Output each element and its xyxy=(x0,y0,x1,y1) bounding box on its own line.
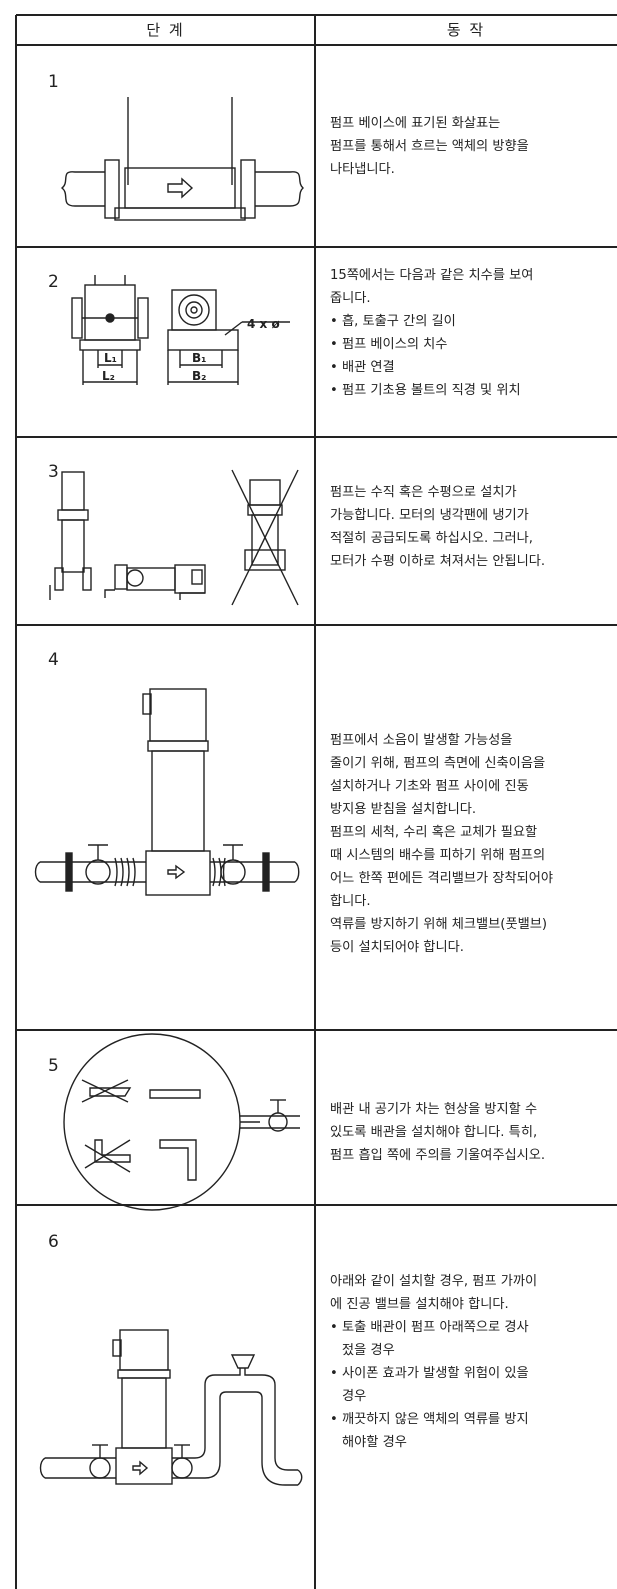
text-line: 펌프에서 소음이 발생할 가능성을 xyxy=(330,733,513,748)
text-line: 펌프의 세척, 수리 혹은 교체가 필요할 xyxy=(330,825,538,840)
step-number: 5 xyxy=(48,1056,59,1076)
text-line: 줄이기 위해, 펌프의 측면에 신축이음을 xyxy=(330,756,546,771)
step-number: 3 xyxy=(48,462,59,482)
text-line: 에 진공 밸브를 설치해야 합니다. xyxy=(330,1297,509,1312)
text-line: 설치하거나 기초와 펌프 사이에 진동 xyxy=(330,779,529,794)
figure-3 xyxy=(49,469,299,606)
text-line: 펌프는 수직 혹은 수평으로 설치가 xyxy=(330,485,517,500)
text-line: 15쪽에서는 다음과 같은 치수를 보여 xyxy=(330,268,534,283)
text-line: 펌프 흡입 쪽에 주의를 기울여주십시오. xyxy=(330,1148,546,1163)
step-number: 6 xyxy=(48,1232,59,1252)
text-line: 가능합니다. 모터의 냉각팬에 냉기가 xyxy=(330,508,529,523)
step-number: 4 xyxy=(48,650,59,670)
text-line: • 깨끗하지 않은 액체의 역류를 방지 xyxy=(330,1412,529,1427)
text-line: 펌프 베이스에 표기된 화살표는 xyxy=(330,116,501,131)
figure-1 xyxy=(60,97,305,221)
figure-2 xyxy=(71,275,290,385)
text-line: • 흡, 토출구 간의 길이 xyxy=(330,314,456,329)
text-line: 아래와 같이 설치할 경우, 펌프 가까이 xyxy=(330,1274,538,1289)
text-line: 있도록 배관을 설치해야 합니다. 특히, xyxy=(330,1125,538,1140)
step-number: 2 xyxy=(48,272,59,292)
text-line: 합니다. xyxy=(330,894,371,909)
figure-4 xyxy=(34,688,300,896)
header-cell: 단 계 xyxy=(146,21,185,39)
text-line: • 펌프 베이스의 치수 xyxy=(330,337,448,352)
figure-5 xyxy=(63,1033,300,1211)
figure-6 xyxy=(39,1329,303,1486)
text-line: 적절히 공급되도록 하십시오. 그러나, xyxy=(330,531,533,546)
text-line: 등이 설치되어야 합니다. xyxy=(330,940,464,955)
text-line: 해야할 경우 xyxy=(342,1435,407,1450)
text-line: 어느 한쪽 편에든 격리밸브가 장착되어야 xyxy=(330,871,554,886)
text-line: • 펌프 기초용 볼트의 직경 및 위치 xyxy=(330,383,521,398)
figure-label: L₁ xyxy=(104,351,117,365)
step-number: 1 xyxy=(48,72,59,92)
figure-label: B₂ xyxy=(192,369,206,383)
text-line: 펌프를 통해서 흐르는 액체의 방향을 xyxy=(330,139,529,154)
text-line: 역류를 방지하기 위해 체크밸브(풋밸브) xyxy=(330,917,547,932)
text-line: • 사이폰 효과가 발생할 위험이 있을 xyxy=(330,1366,529,1381)
figure-label: B₁ xyxy=(192,351,206,365)
text-line: 방지용 받침을 설치합니다. xyxy=(330,802,477,817)
text-line: 줍니다. xyxy=(330,291,371,306)
table-lines xyxy=(15,14,617,1589)
text-line: 경우 xyxy=(342,1389,367,1404)
text-line: • 토출 배관이 펌프 아래쪽으로 경사 xyxy=(330,1320,529,1335)
text-line: 배관 내 공기가 차는 현상을 방지할 수 xyxy=(330,1102,538,1117)
header-cell: 동 작 xyxy=(446,21,486,39)
text-line: 젔을 경우 xyxy=(342,1343,395,1358)
figure-label: L₂ xyxy=(102,369,115,383)
text-line: 때 시스템의 배수를 피하기 위해 펌프의 xyxy=(330,848,546,863)
text-line: 나타냅니다. xyxy=(330,162,395,177)
text-line: • 배관 연결 xyxy=(330,360,395,375)
text-line: 모터가 수평 이하로 쳐져서는 안됩니다. xyxy=(330,554,546,569)
figure-label: 4 x ø xyxy=(247,317,280,331)
